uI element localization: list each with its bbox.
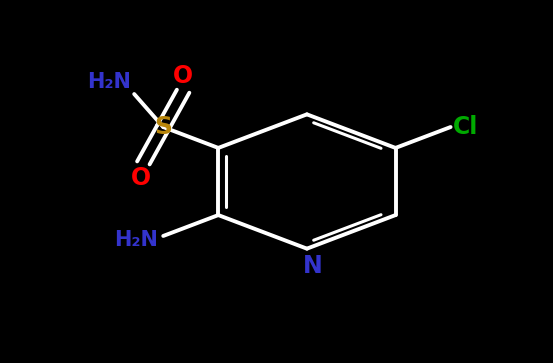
Text: S: S	[154, 115, 172, 139]
Text: N: N	[302, 254, 322, 278]
Text: O: O	[131, 166, 150, 190]
Text: H₂N: H₂N	[114, 229, 158, 250]
Text: H₂N: H₂N	[87, 72, 132, 92]
Text: O: O	[173, 64, 193, 88]
Text: Cl: Cl	[453, 115, 479, 139]
